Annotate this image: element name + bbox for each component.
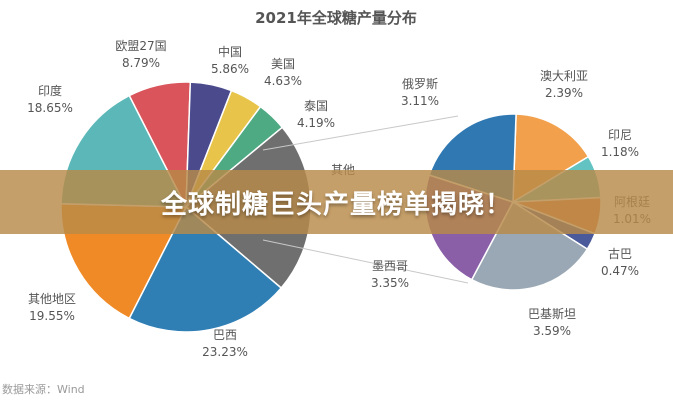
slice-label: 澳大利亚 2.39% xyxy=(540,69,588,100)
connector-line xyxy=(262,239,469,284)
slice-label: 美国 4.63% xyxy=(264,57,302,88)
slice-label: 欧盟27国 8.79% xyxy=(115,39,166,70)
slice-label: 泰国 4.19% xyxy=(297,99,335,130)
slice-label: 俄罗斯 3.11% xyxy=(401,77,439,108)
slice-label: 巴西 23.23% xyxy=(202,328,248,359)
headline-banner: 全球制糖巨头产量榜单揭晓！ xyxy=(0,170,673,234)
sub-pie-slice xyxy=(470,200,589,291)
slice-label: 印尼 1.18% xyxy=(601,128,639,159)
connector-line xyxy=(262,115,459,151)
slice-label: 巴基斯坦 3.59% xyxy=(528,307,576,338)
data-source-note: 数据来源：Wind xyxy=(2,383,85,396)
slice-label: 印度 18.65% xyxy=(27,83,73,115)
headline-text: 全球制糖巨头产量榜单揭晓！ xyxy=(160,189,512,220)
slice-label: 古巴 0.47% xyxy=(601,246,639,278)
slice-label: 其他地区 19.55% xyxy=(28,292,76,323)
chart-title: 2021年全球糖产量分布 xyxy=(255,9,417,27)
main-pie-slice xyxy=(128,205,283,333)
slice-label: 中国 5.86% xyxy=(211,44,249,76)
slice-label: 墨西哥 3.35% xyxy=(371,259,409,290)
